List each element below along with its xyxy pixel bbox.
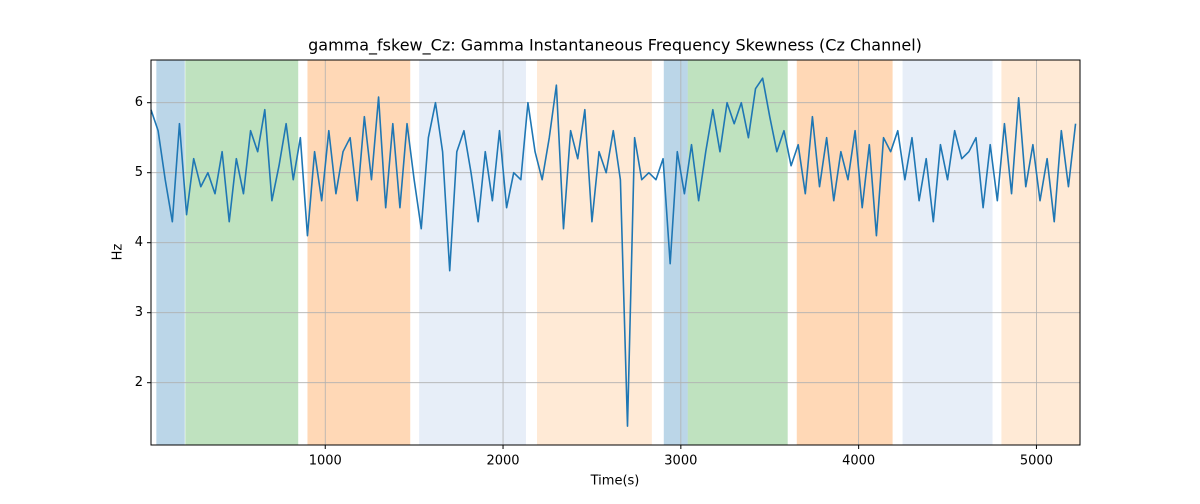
y-tick-label: 3: [135, 305, 143, 320]
ticks: 1000 2000 3000 4000 5000 2 3 4 5 6: [135, 95, 1053, 468]
data-line: [150, 77, 1077, 427]
x-tick-label: 2000: [486, 454, 519, 469]
shaded-span: [1001, 60, 1080, 445]
grid: [151, 60, 1080, 445]
y-tick-label: 4: [135, 235, 143, 250]
plot-frame: [150, 59, 1081, 446]
x-tick-label: 3000: [664, 454, 697, 469]
shaded-span: [419, 60, 526, 445]
y-tick-label: 5: [135, 165, 143, 180]
y-tick-label: 2: [135, 375, 143, 390]
shaded-span: [537, 60, 652, 445]
shaded-span: [156, 60, 185, 445]
shaded-span: [902, 60, 993, 445]
chart-title: gamma_fskew_Cz: Gamma Instantaneous Freq…: [308, 36, 922, 56]
spans: [156, 60, 1080, 445]
shaded-span: [663, 60, 688, 445]
plot: [150, 77, 1077, 427]
x-tick-label: 5000: [1020, 454, 1053, 469]
shaded-span: [687, 60, 788, 445]
y-axis-label: Hz: [111, 244, 126, 261]
shaded-span: [307, 60, 411, 445]
x-tick-label: 4000: [842, 454, 875, 469]
x-tick-label: 1000: [309, 454, 342, 469]
x-axis-label: Time(s): [590, 474, 640, 489]
y-tick-label: 6: [135, 95, 143, 110]
shaded-span: [796, 60, 893, 445]
shaded-span: [185, 60, 299, 445]
